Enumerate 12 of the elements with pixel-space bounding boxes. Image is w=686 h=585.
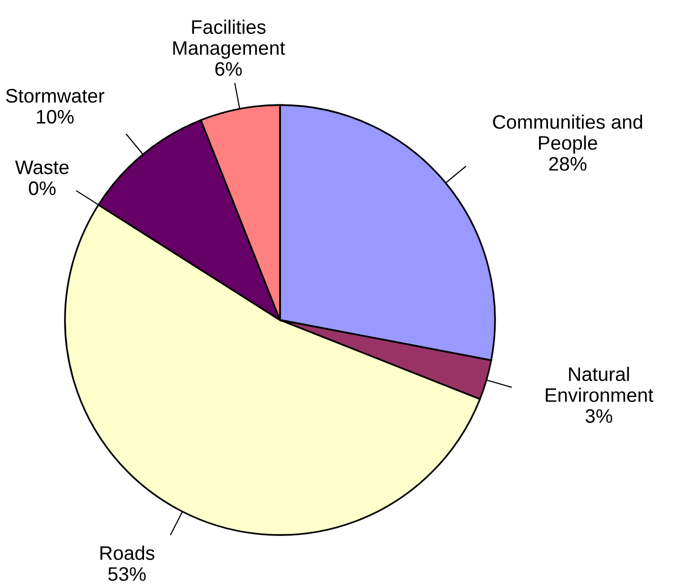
slice-label: Stormwater [6, 88, 104, 103]
slice-label: Communities and People [493, 114, 642, 154]
text: 0% [28, 181, 56, 196]
slice-label: Facilities Management [173, 20, 286, 59]
data-label: 10% [36, 110, 74, 124]
slice-label: Natural Environment [546, 366, 654, 402]
data-label: 6% [215, 62, 242, 76]
data-label: 53% [108, 567, 146, 581]
data-label: 28% [549, 156, 586, 171]
category-label: Waste [15, 160, 69, 174]
data-label: 3% [586, 409, 612, 423]
slice-label: Roads [100, 546, 154, 560]
